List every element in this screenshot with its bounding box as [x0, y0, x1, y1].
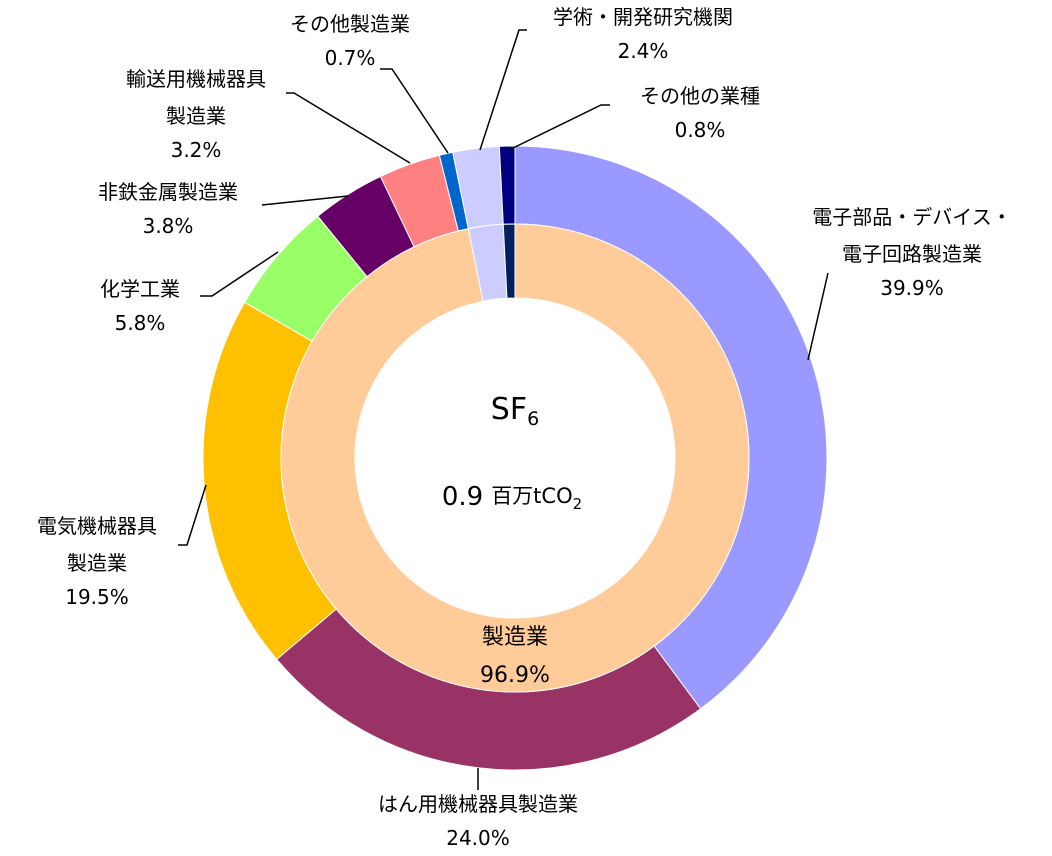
slice-label: 電子部品・デバイス・電子回路製造業 39.9% [812, 205, 1011, 300]
leader-line [178, 484, 207, 546]
leader-line [479, 29, 527, 151]
slice-label: その他製造業 0.7% [290, 12, 410, 70]
slice-label: 非鉄金属製造業 3.8% [98, 180, 238, 238]
leader-line [508, 104, 610, 151]
label-line: 製造業 [482, 625, 548, 650]
unit: 百万tCO [491, 484, 572, 508]
slice-label: 学術・開発研究機関 2.4% [553, 5, 733, 63]
leader-line [200, 251, 279, 297]
label-line: 電子回路製造業 [842, 242, 982, 266]
value-label: 3.8% [143, 214, 194, 238]
value-label: 3.2% [171, 138, 222, 162]
value-label: 96.9% [480, 663, 550, 688]
value-label: 0.7% [325, 46, 376, 70]
label-line: 輸送用機械器具 [126, 67, 266, 91]
leader-line [807, 272, 829, 361]
slice-label: はん用機械器具製造業 24.0% [378, 792, 578, 850]
label-line: 学術・開発研究機関 [553, 5, 733, 29]
label-line: その他の業種 [640, 84, 760, 108]
center-total: 0.9 百万tCO2 [442, 482, 582, 513]
slice-label: 製造業 96.9% [480, 625, 550, 688]
slice [502, 223, 516, 299]
value-label: 5.8% [115, 311, 166, 335]
leader-line [261, 195, 349, 206]
label-line: 化学工業 [100, 277, 180, 301]
value-label: 24.0% [446, 826, 510, 850]
label-line: 電子部品・デバイス・ [812, 205, 1011, 229]
value-label: 19.5% [65, 585, 129, 609]
slice [280, 223, 750, 693]
center-gas: SF6 [491, 392, 539, 430]
gas: SF [491, 392, 527, 427]
value-label: 0.8% [675, 118, 726, 142]
label-line: はん用機械器具製造業 [378, 792, 578, 816]
label-line: 非鉄金属製造業 [98, 180, 238, 204]
gas-sub: 6 [527, 408, 539, 430]
slice-label: 化学工業 5.8% [100, 277, 180, 335]
total: 0.9 [442, 482, 483, 512]
leader-line [286, 92, 411, 164]
leader-line [380, 68, 449, 154]
label-line: 製造業 [166, 104, 226, 128]
value-label: 2.4% [618, 39, 669, 63]
slice-label: 輸送用機械器具製造業 3.2% [126, 67, 266, 162]
label-line: 製造業 [67, 551, 127, 575]
value-label: 39.9% [880, 276, 944, 300]
slice-label: その他の業種 0.8% [640, 84, 760, 142]
label-line: 電気機械器具 [37, 514, 157, 538]
slice-label: 電気機械器具製造業 19.5% [37, 514, 157, 609]
unit-sub: 2 [573, 495, 583, 513]
label-line: その他製造業 [290, 12, 410, 36]
